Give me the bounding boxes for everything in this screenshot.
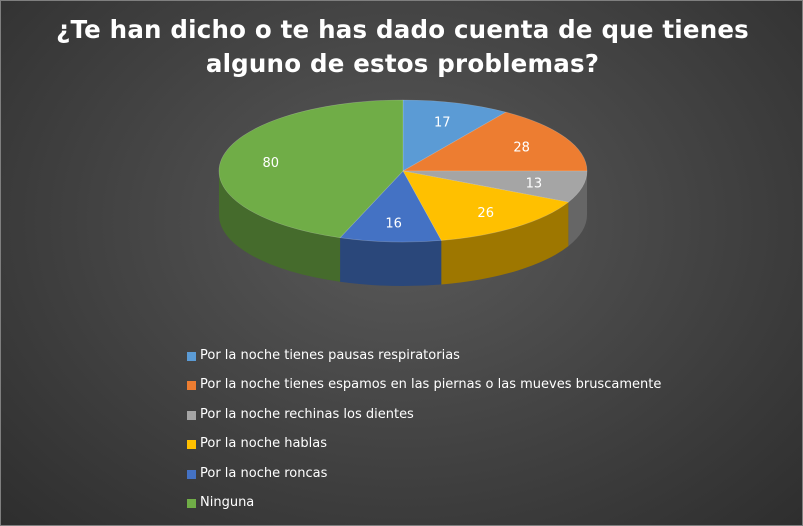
data-label-0: 17 (434, 115, 451, 130)
pie-data-labels: 17 28 13 26 16 80 (262, 115, 542, 231)
pie-slice-side-5 (219, 171, 341, 282)
legend-label-3: Por la noche hablas (200, 436, 328, 452)
pie-slice-side-2 (568, 171, 587, 247)
legend-swatch-1 (187, 381, 196, 391)
data-label-5: 80 (262, 156, 279, 171)
legend-swatch-4 (187, 469, 196, 479)
chart-title: ¿Te han dicho o te has dado cuenta de qu… (56, 15, 749, 78)
data-label-2: 13 (526, 177, 543, 192)
legend-swatch-2 (187, 410, 196, 420)
pie-slice-5 (218, 99, 404, 239)
pie-side-walls (219, 171, 587, 286)
pie-slice-4 (339, 170, 442, 243)
pie-slice-2 (402, 170, 588, 203)
legend-swatch-3 (187, 440, 196, 450)
data-label-3: 26 (477, 206, 494, 221)
legend-label-4: Por la noche roncas (200, 465, 328, 481)
legend-label-1: Por la noche tienes espamos en las piern… (200, 377, 662, 393)
pie-top-faces (218, 99, 588, 243)
data-label-4: 16 (385, 217, 402, 232)
legend-swatch-0 (187, 352, 196, 361)
pie-slice-3 (402, 170, 570, 241)
pie-slice-side-4 (340, 237, 442, 286)
pie-slice-0 (402, 99, 507, 172)
legend-label-2: Por la noche rechinas los dientes (200, 406, 414, 422)
pie-slice-side-3 (441, 202, 569, 285)
legend-label-0: Por la noche tienes pausas respiratorias (200, 348, 460, 363)
legend-swatch-5 (187, 498, 196, 508)
data-label-1: 28 (513, 141, 530, 156)
pie-slice-1 (401, 111, 588, 172)
legend-label-5: Ninguna (200, 494, 255, 510)
